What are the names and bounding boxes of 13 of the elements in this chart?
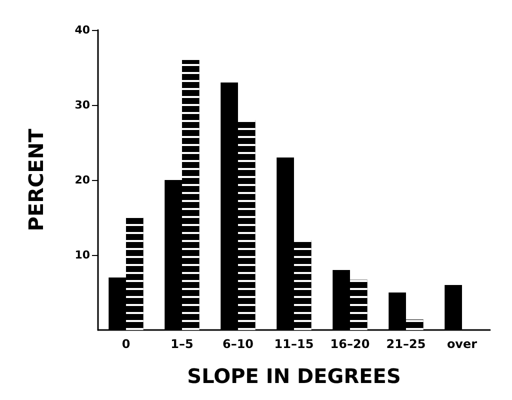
x-tick-label: 16–20 [330, 337, 370, 351]
y-tick-label: 30 [74, 98, 90, 112]
y-tick-label: 20 [74, 174, 90, 186]
x-tick-label: 1–5 [170, 337, 194, 351]
x-tick-label: 6–10 [222, 337, 254, 351]
x-tick-label: 0 [122, 337, 130, 351]
x-axis-title: SLOPE IN DEGREES [187, 364, 401, 388]
x-tick-label: 21–25 [386, 337, 426, 351]
y-tick-label: 10 [74, 248, 90, 262]
y-tick-label: 40 [74, 24, 90, 36]
y-axis-title: PERCENT [24, 128, 48, 232]
x-tick-label: 11–15 [274, 337, 314, 351]
x-tick-label: over [446, 337, 478, 351]
